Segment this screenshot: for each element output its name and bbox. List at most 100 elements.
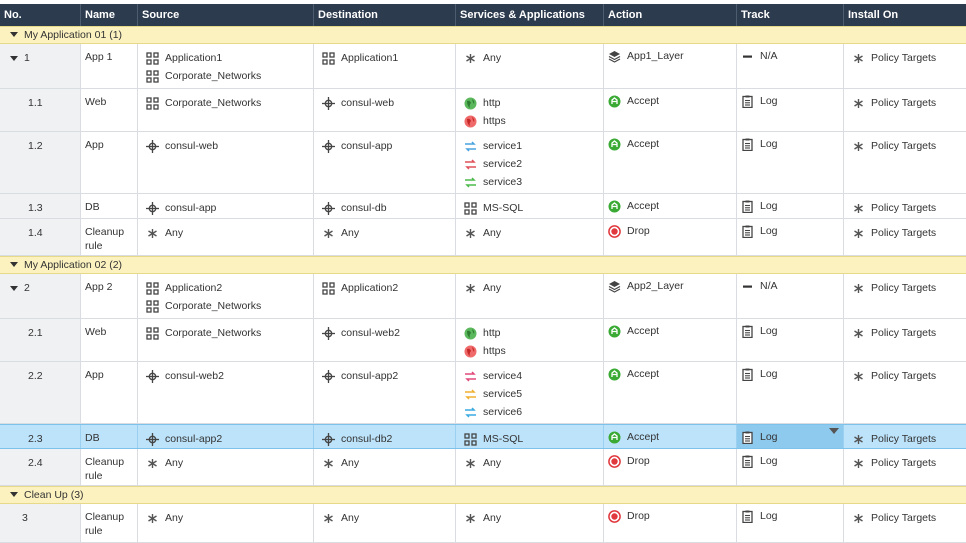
cell-item[interactable]: Log	[737, 92, 843, 110]
cell-item[interactable]: Any	[456, 224, 603, 242]
destination-cell[interactable]: consul-db	[314, 194, 456, 218]
cell-item[interactable]: Log	[737, 452, 843, 470]
rule-name-cell[interactable]: Cleanup rule	[81, 449, 138, 485]
rule-row[interactable]: 1.4 Cleanup rule Any Any Any Drop Log Policy Tar…	[0, 219, 966, 256]
rule-row[interactable]: 2.2 App consul-web2 consul-app2 service4 serv…	[0, 362, 966, 424]
rule-name-cell[interactable]: App 1	[81, 44, 138, 88]
cell-item[interactable]: Log	[737, 322, 843, 340]
rule-row[interactable]: 2.3 DB consul-app2 consul-db2 MS-SQL Accept Lo…	[0, 424, 966, 449]
action-cell[interactable]: Accept	[604, 132, 737, 193]
rule-row-parent[interactable]: 2 App 2 Application2 Corporate_Networks Appl…	[0, 274, 966, 319]
cell-item[interactable]: Any	[138, 454, 313, 472]
source-cell[interactable]: consul-web2	[138, 362, 314, 423]
cell-item[interactable]: Any	[314, 224, 455, 242]
cell-item[interactable]: consul-db	[314, 199, 455, 217]
cell-item[interactable]: service4	[456, 367, 603, 385]
cell-item[interactable]: service6	[456, 403, 603, 421]
install-on-cell[interactable]: Policy Targets	[844, 274, 966, 318]
cell-item[interactable]: Policy Targets	[844, 279, 966, 297]
install-on-cell[interactable]: Policy Targets	[844, 194, 966, 218]
rule-row[interactable]: 2.1 Web Corporate_Networks consul-web2 http h…	[0, 319, 966, 362]
cell-item[interactable]: Accept	[604, 322, 736, 340]
col-header-services[interactable]: Services & Applications	[456, 4, 604, 26]
col-header-source[interactable]: Source	[138, 4, 314, 26]
cell-item[interactable]: Corporate_Networks	[138, 297, 313, 315]
source-cell[interactable]: Any	[138, 449, 314, 485]
cell-item[interactable]: consul-app	[138, 199, 313, 217]
source-cell[interactable]: Application1 Corporate_Networks	[138, 44, 314, 88]
cell-item[interactable]: Any	[456, 454, 603, 472]
rule-name-cell[interactable]: App	[81, 132, 138, 193]
collapse-triangle-icon[interactable]	[10, 262, 18, 267]
cell-item[interactable]: Accept	[604, 428, 736, 446]
rule-number-cell[interactable]: 2.1	[0, 319, 81, 361]
source-cell[interactable]: consul-app	[138, 194, 314, 218]
cell-item[interactable]: Log	[737, 222, 843, 240]
cell-item[interactable]: Any	[456, 279, 603, 297]
rule-number-cell[interactable]: 2	[0, 274, 81, 318]
track-cell[interactable]: Log	[737, 449, 844, 485]
rule-number-cell[interactable]: 2.4	[0, 449, 81, 485]
source-cell[interactable]: Corporate_Networks	[138, 89, 314, 131]
action-cell[interactable]: Drop	[604, 504, 737, 542]
cell-item[interactable]: Corporate_Networks	[138, 324, 313, 342]
col-header-name[interactable]: Name	[81, 4, 138, 26]
rule-row-parent[interactable]: 1 App 1 Application1 Corporate_Networks Appl…	[0, 44, 966, 89]
cell-item[interactable]: Log	[737, 135, 843, 153]
services-cell[interactable]: Any	[456, 219, 604, 255]
rule-number-cell[interactable]: 1.4	[0, 219, 81, 255]
cell-item[interactable]: Policy Targets	[844, 49, 966, 67]
cell-item[interactable]: App1_Layer	[604, 47, 736, 65]
install-on-cell[interactable]: Policy Targets	[844, 89, 966, 131]
cell-item[interactable]: consul-app2	[314, 367, 455, 385]
rule-name-cell[interactable]: Cleanup rule	[81, 219, 138, 255]
rule-number-cell[interactable]: 2.2	[0, 362, 81, 423]
cell-item[interactable]: http	[456, 324, 603, 342]
cell-item[interactable]: Policy Targets	[844, 324, 966, 342]
services-cell[interactable]: Any	[456, 44, 604, 88]
cell-item[interactable]: service5	[456, 385, 603, 403]
expand-triangle-icon[interactable]	[10, 285, 18, 291]
action-cell[interactable]: App2_Layer	[604, 274, 737, 318]
cell-item[interactable]: Corporate_Networks	[138, 67, 313, 85]
cell-item[interactable]: Policy Targets	[844, 430, 966, 448]
cell-item[interactable]: Log	[737, 428, 843, 446]
cell-item[interactable]: consul-web	[138, 137, 313, 155]
cell-item[interactable]: consul-app	[314, 137, 455, 155]
rule-name-cell[interactable]: App	[81, 362, 138, 423]
destination-cell[interactable]: Application2	[314, 274, 456, 318]
cell-item[interactable]: Log	[737, 507, 843, 525]
cell-item[interactable]: Log	[737, 197, 843, 215]
cell-item[interactable]: consul-app2	[138, 430, 313, 448]
destination-cell[interactable]: consul-web2	[314, 319, 456, 361]
cell-item[interactable]: MS-SQL	[456, 430, 603, 448]
action-cell[interactable]: Accept	[604, 362, 737, 423]
destination-cell[interactable]: Application1	[314, 44, 456, 88]
track-dropdown-arrow-icon[interactable]	[829, 428, 839, 434]
services-cell[interactable]: service4 service5 service6	[456, 362, 604, 423]
cell-item[interactable]: Accept	[604, 92, 736, 110]
cell-item[interactable]: Accept	[604, 365, 736, 383]
rule-name-cell[interactable]: Web	[81, 89, 138, 131]
cell-item[interactable]: consul-web2	[138, 367, 313, 385]
track-cell[interactable]: Log	[737, 504, 844, 542]
action-cell[interactable]: Accept	[604, 194, 737, 218]
cell-item[interactable]: Accept	[604, 197, 736, 215]
col-header-track[interactable]: Track	[737, 4, 844, 26]
cell-item[interactable]: http	[456, 94, 603, 112]
collapse-triangle-icon[interactable]	[10, 32, 18, 37]
cell-item[interactable]: Policy Targets	[844, 367, 966, 385]
services-cell[interactable]: MS-SQL	[456, 425, 604, 448]
track-cell[interactable]: Log	[737, 194, 844, 218]
rule-name-cell[interactable]: DB	[81, 194, 138, 218]
cell-item[interactable]: https	[456, 112, 603, 130]
destination-cell[interactable]: consul-app	[314, 132, 456, 193]
col-header-action[interactable]: Action	[604, 4, 737, 26]
destination-cell[interactable]: consul-db2	[314, 425, 456, 448]
cell-item[interactable]: https	[456, 342, 603, 360]
track-cell[interactable]: N/A	[737, 274, 844, 318]
cell-item[interactable]: N/A	[737, 277, 843, 295]
track-cell[interactable]: Log	[737, 132, 844, 193]
rule-row[interactable]: 2.4 Cleanup rule Any Any Any Drop Log Policy Tar…	[0, 449, 966, 486]
cell-item[interactable]: Drop	[604, 222, 736, 240]
